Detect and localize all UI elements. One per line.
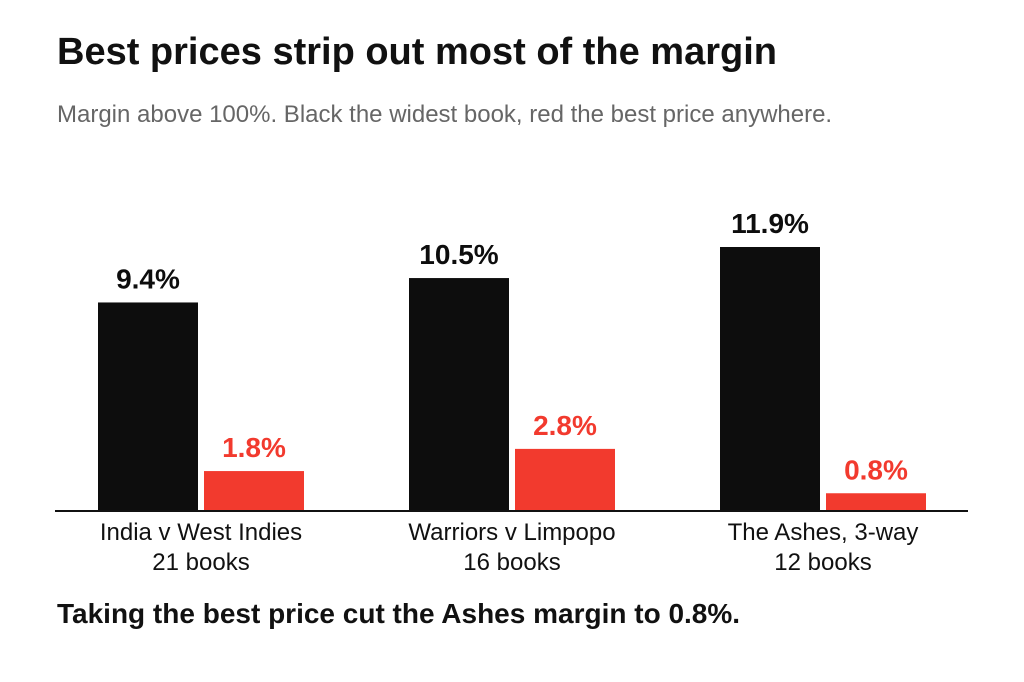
bar-widest-book-2 — [409, 278, 509, 511]
category-label-2: Warriors v Limpopo — [408, 519, 615, 546]
bar-widest-book-1 — [98, 302, 198, 511]
bar-best-price-3 — [826, 493, 926, 511]
category-sublabel-2: 16 books — [463, 549, 560, 576]
category-sublabel-1: 21 books — [152, 549, 249, 576]
data-label-best-price-1: 1.8% — [222, 432, 286, 463]
category-label-1: India v West Indies — [100, 519, 302, 546]
data-label-widest-book-3: 11.9% — [731, 208, 809, 239]
chart-subtitle: Margin above 100%. Black the widest book… — [57, 101, 833, 128]
bar-best-price-2 — [515, 448, 615, 511]
chart-title: Best prices strip out most of the margin — [57, 31, 777, 73]
chart-footnote: Taking the best price cut the Ashes marg… — [57, 598, 741, 629]
bar-chart: 9.4% 1.8% India v West Indies 21 books 10.5%… — [55, 208, 968, 576]
bar-widest-book-3 — [720, 247, 820, 511]
category-sublabel-3: 12 books — [774, 549, 871, 576]
data-label-best-price-2: 2.8% — [533, 410, 597, 441]
bar-best-price-1 — [204, 471, 304, 511]
data-label-widest-book-2: 10.5% — [419, 239, 498, 270]
category-label-3: The Ashes, 3-way — [728, 519, 919, 546]
data-label-best-price-3: 0.8% — [844, 454, 908, 485]
data-label-widest-book-1: 9.4% — [116, 263, 180, 294]
